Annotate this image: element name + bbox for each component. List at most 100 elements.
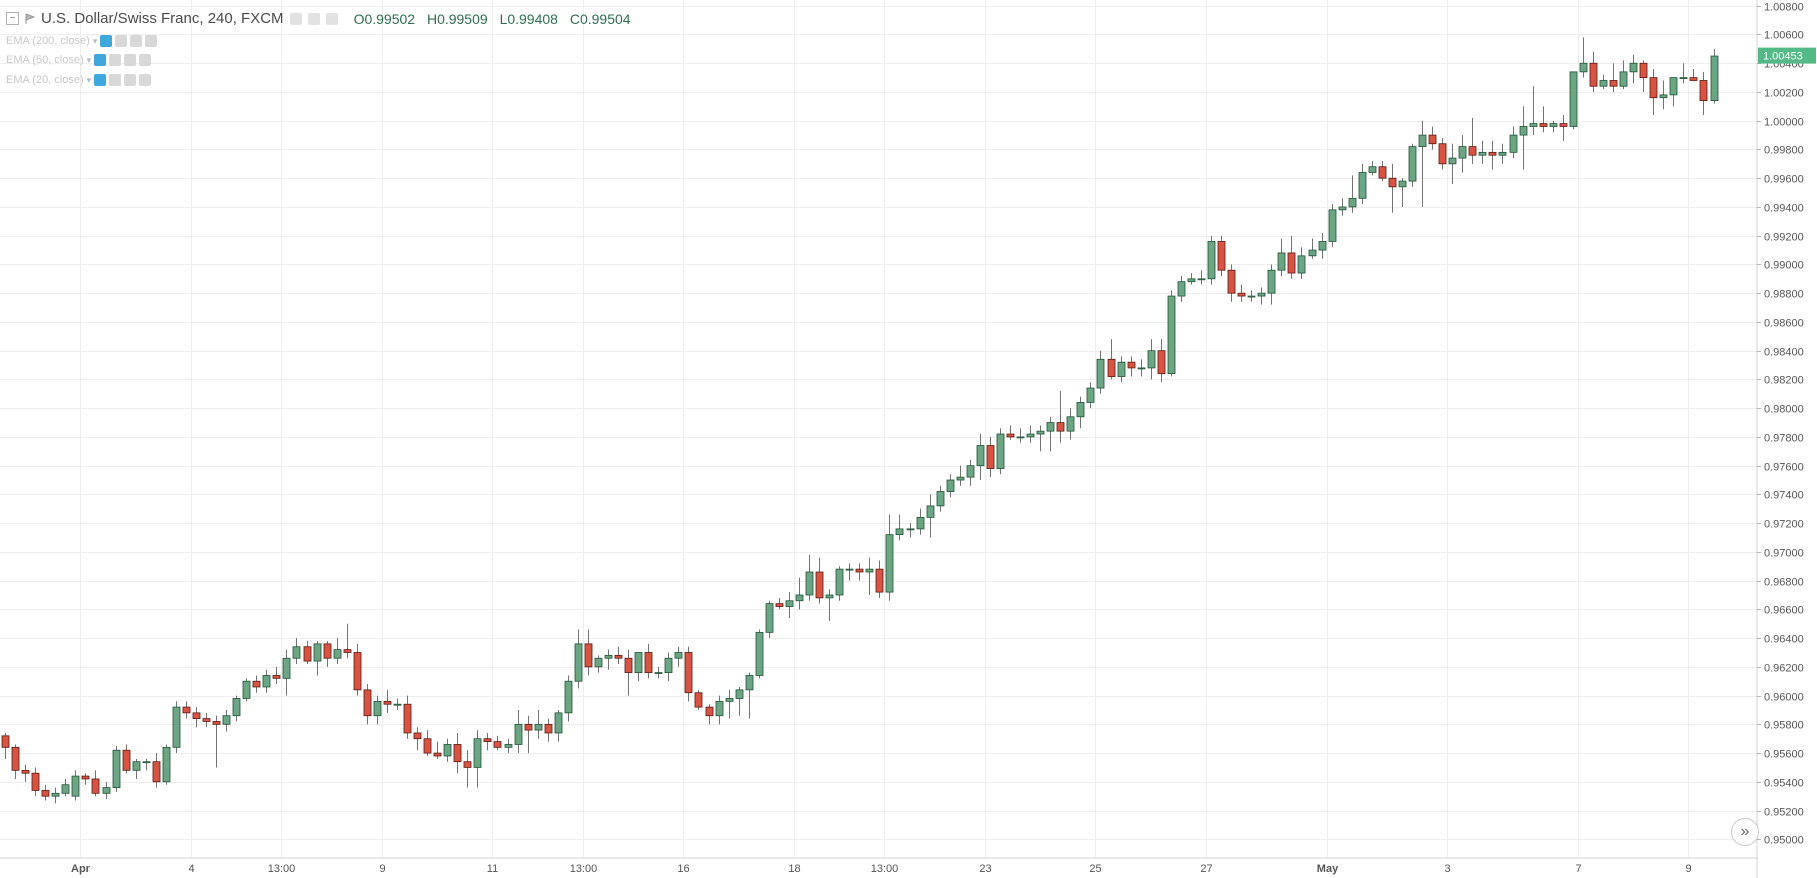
candle[interactable]	[1378, 160, 1387, 182]
candle[interactable]	[1177, 275, 1186, 302]
candle[interactable]	[323, 640, 332, 667]
candle[interactable]	[1629, 54, 1638, 84]
indicator-row-ema-50[interactable]: EMA (50, close) ▾	[6, 54, 152, 66]
candle[interactable]	[1328, 204, 1337, 248]
candle[interactable]	[1, 732, 10, 759]
candle[interactable]	[1197, 270, 1206, 285]
candle[interactable]	[1287, 235, 1296, 279]
candle[interactable]	[1398, 178, 1407, 207]
candle[interactable]	[303, 640, 312, 664]
candle[interactable]	[343, 623, 352, 659]
plus-icon[interactable]	[130, 35, 143, 47]
candle[interactable]	[1438, 137, 1447, 170]
candle[interactable]	[1428, 126, 1437, 150]
flag-icon[interactable]	[25, 13, 35, 25]
candle[interactable]	[785, 592, 794, 618]
candle[interactable]	[654, 666, 663, 679]
candle[interactable]	[634, 652, 643, 682]
candle[interactable]	[544, 718, 553, 742]
candle[interactable]	[1388, 163, 1397, 213]
chevron-down-icon[interactable]: ▾	[92, 35, 98, 46]
candle[interactable]	[102, 781, 111, 800]
candle[interactable]	[1478, 140, 1487, 164]
candle[interactable]	[1679, 63, 1688, 84]
candle[interactable]	[373, 695, 382, 725]
candle[interactable]	[222, 709, 231, 732]
candle[interactable]	[453, 732, 462, 774]
gear-icon[interactable]	[109, 74, 122, 86]
candle[interactable]	[1107, 339, 1116, 380]
candle[interactable]	[735, 686, 744, 716]
candle[interactable]	[1458, 135, 1467, 173]
candle[interactable]	[936, 485, 945, 512]
candle[interactable]	[363, 684, 372, 725]
candle[interactable]	[1488, 140, 1497, 170]
candle[interactable]	[1448, 143, 1457, 184]
candle[interactable]	[705, 704, 714, 725]
candle[interactable]	[644, 643, 653, 679]
candle[interactable]	[393, 698, 402, 710]
candle[interactable]	[192, 707, 201, 728]
collapse-icon[interactable]: −	[6, 12, 19, 25]
eye-icon[interactable]	[307, 12, 320, 25]
candle[interactable]	[202, 712, 211, 728]
candle[interactable]	[865, 557, 874, 595]
candle[interactable]	[875, 560, 884, 598]
candle[interactable]	[172, 701, 181, 754]
candle[interactable]	[41, 784, 50, 801]
candle[interactable]	[1689, 68, 1698, 81]
candle[interactable]	[333, 638, 342, 664]
candle[interactable]	[252, 675, 261, 693]
candle[interactable]	[845, 563, 854, 581]
candle[interactable]	[694, 689, 703, 710]
candle[interactable]	[1619, 60, 1628, 90]
candle[interactable]	[966, 459, 975, 486]
candle[interactable]	[664, 652, 673, 682]
candle[interactable]	[594, 655, 603, 673]
gear-icon[interactable]	[115, 35, 128, 47]
candle[interactable]	[383, 689, 392, 713]
candle[interactable]	[463, 750, 472, 788]
candle[interactable]	[162, 744, 171, 785]
candle[interactable]	[1318, 232, 1327, 259]
candle[interactable]	[504, 738, 513, 754]
candle[interactable]	[1539, 106, 1548, 133]
gear-icon[interactable]	[109, 54, 122, 66]
candle[interactable]	[483, 732, 492, 751]
candle[interactable]	[674, 646, 683, 667]
candle[interactable]	[1308, 238, 1317, 259]
candle[interactable]	[1599, 74, 1608, 90]
candle[interactable]	[1016, 428, 1025, 443]
candle[interactable]	[1257, 287, 1266, 305]
candle[interactable]	[1026, 425, 1035, 443]
candle[interactable]	[1589, 51, 1598, 92]
candle[interactable]	[1096, 350, 1105, 394]
candle[interactable]	[1237, 284, 1246, 302]
candle[interactable]	[996, 428, 1005, 475]
candle[interactable]	[473, 730, 482, 788]
candle[interactable]	[1127, 356, 1136, 377]
candle[interactable]	[353, 643, 362, 696]
candle[interactable]	[81, 773, 90, 785]
candle[interactable]	[1710, 48, 1719, 104]
candle[interactable]	[805, 554, 814, 601]
candle[interactable]	[795, 577, 804, 610]
candle[interactable]	[885, 514, 894, 601]
candle[interactable]	[1227, 264, 1236, 302]
candle[interactable]	[946, 474, 955, 498]
candle[interactable]	[1046, 416, 1055, 452]
candle[interactable]	[1338, 198, 1347, 216]
candle[interactable]	[775, 597, 784, 610]
close-icon[interactable]	[139, 74, 152, 86]
candle[interactable]	[1358, 163, 1367, 205]
candle[interactable]	[1669, 77, 1678, 107]
candle[interactable]	[1137, 359, 1146, 377]
candle[interactable]	[122, 744, 131, 774]
symbol-title[interactable]: U.S. Dollar/Swiss Franc, 240, FXCM	[41, 10, 284, 27]
chevron-down-icon[interactable]: ▾	[86, 54, 92, 65]
candle[interactable]	[1277, 238, 1286, 276]
close-icon[interactable]	[139, 54, 152, 66]
candle[interactable]	[976, 434, 985, 481]
plus-icon[interactable]	[124, 54, 137, 66]
candle[interactable]	[755, 629, 764, 679]
